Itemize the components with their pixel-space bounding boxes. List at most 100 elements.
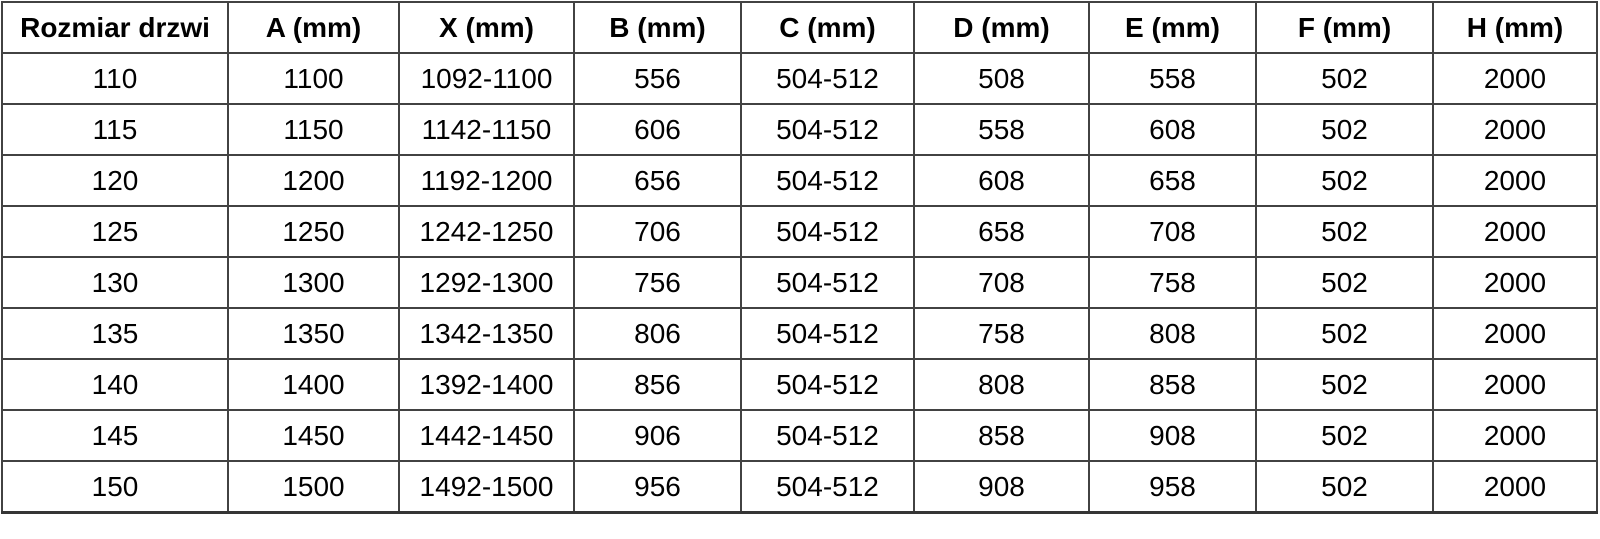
table-cell: 858	[1088, 358, 1257, 411]
door-dimensions-table: Rozmiar drzwi A (mm) X (mm) B (mm) C (mm…	[1, 1, 1598, 514]
table-cell: 656	[573, 154, 742, 207]
table-row: 125 1250 1242-1250 706 504-512 658 708 502 2000	[1, 205, 1598, 258]
table-cell: 858	[913, 409, 1090, 462]
table-cell: 1142-1150	[398, 103, 575, 156]
table-cell: 908	[913, 460, 1090, 514]
table-cell: 1500	[227, 460, 400, 514]
table-cell: 135	[1, 307, 229, 360]
table-cell: 758	[1088, 256, 1257, 309]
column-header-d: D (mm)	[913, 1, 1090, 54]
table-row: 145 1450 1442-1450 906 504-512 858 908 502 2000	[1, 409, 1598, 462]
table-cell: 806	[573, 307, 742, 360]
table-cell: 140	[1, 358, 229, 411]
table-cell: 502	[1255, 409, 1434, 462]
table-row: 120 1200 1192-1200 656 504-512 608 658 502 2000	[1, 154, 1598, 207]
table-cell: 658	[913, 205, 1090, 258]
table-container: Rozmiar drzwi A (mm) X (mm) B (mm) C (mm…	[1, 1, 1598, 514]
table-cell: 502	[1255, 103, 1434, 156]
column-header-e: E (mm)	[1088, 1, 1257, 54]
column-header-x: X (mm)	[398, 1, 575, 54]
table-body: 110 1100 1092-1100 556 504-512 508 558 502 2000 1…	[1, 52, 1598, 514]
table-cell: 1242-1250	[398, 205, 575, 258]
table-cell: 658	[1088, 154, 1257, 207]
table-cell: 2000	[1432, 307, 1598, 360]
table-cell: 558	[913, 103, 1090, 156]
table-row: 140 1400 1392-1400 856 504-512 808 858 502 2000	[1, 358, 1598, 411]
table-cell: 1442-1450	[398, 409, 575, 462]
table-cell: 110	[1, 52, 229, 105]
table-cell: 1150	[227, 103, 400, 156]
column-header-f: F (mm)	[1255, 1, 1434, 54]
table-cell: 2000	[1432, 358, 1598, 411]
table-cell: 906	[573, 409, 742, 462]
table-cell: 1300	[227, 256, 400, 309]
table-cell: 708	[1088, 205, 1257, 258]
table-cell: 1400	[227, 358, 400, 411]
table-cell: 504-512	[740, 103, 915, 156]
table-cell: 145	[1, 409, 229, 462]
table-row: 115 1150 1142-1150 606 504-512 558 608 502 2000	[1, 103, 1598, 156]
table-cell: 2000	[1432, 154, 1598, 207]
table-cell: 504-512	[740, 205, 915, 258]
table-cell: 908	[1088, 409, 1257, 462]
column-header-b: B (mm)	[573, 1, 742, 54]
table-cell: 502	[1255, 52, 1434, 105]
table-cell: 1192-1200	[398, 154, 575, 207]
table-cell: 808	[1088, 307, 1257, 360]
table-cell: 2000	[1432, 52, 1598, 105]
table-cell: 502	[1255, 358, 1434, 411]
table-cell: 115	[1, 103, 229, 156]
table-cell: 956	[573, 460, 742, 514]
column-header-a: A (mm)	[227, 1, 400, 54]
table-cell: 1092-1100	[398, 52, 575, 105]
table-cell: 502	[1255, 307, 1434, 360]
table-row: 135 1350 1342-1350 806 504-512 758 808 502 2000	[1, 307, 1598, 360]
column-header-c: C (mm)	[740, 1, 915, 54]
column-header-rozmiar-drzwi: Rozmiar drzwi	[1, 1, 229, 54]
table-cell: 504-512	[740, 256, 915, 309]
table-cell: 808	[913, 358, 1090, 411]
table-cell: 706	[573, 205, 742, 258]
table-cell: 608	[913, 154, 1090, 207]
table-cell: 758	[913, 307, 1090, 360]
table-cell: 1392-1400	[398, 358, 575, 411]
table-cell: 1342-1350	[398, 307, 575, 360]
table-cell: 2000	[1432, 205, 1598, 258]
table-cell: 504-512	[740, 460, 915, 514]
table-cell: 504-512	[740, 154, 915, 207]
table-cell: 502	[1255, 460, 1434, 514]
table-cell: 1200	[227, 154, 400, 207]
table-cell: 1250	[227, 205, 400, 258]
table-cell: 504-512	[740, 409, 915, 462]
table-cell: 130	[1, 256, 229, 309]
table-cell: 504-512	[740, 307, 915, 360]
table-cell: 150	[1, 460, 229, 514]
table-cell: 2000	[1432, 103, 1598, 156]
column-header-h: H (mm)	[1432, 1, 1598, 54]
header-row: Rozmiar drzwi A (mm) X (mm) B (mm) C (mm…	[1, 1, 1598, 54]
table-cell: 508	[913, 52, 1090, 105]
table-cell: 2000	[1432, 256, 1598, 309]
table-cell: 1492-1500	[398, 460, 575, 514]
table-cell: 2000	[1432, 460, 1598, 514]
table-cell: 1100	[227, 52, 400, 105]
table-cell: 606	[573, 103, 742, 156]
table-cell: 556	[573, 52, 742, 105]
table-cell: 504-512	[740, 358, 915, 411]
table-cell: 504-512	[740, 52, 915, 105]
table-cell: 708	[913, 256, 1090, 309]
table-row: 110 1100 1092-1100 556 504-512 508 558 502 2000	[1, 52, 1598, 105]
table-cell: 1292-1300	[398, 256, 575, 309]
table-cell: 502	[1255, 154, 1434, 207]
table-cell: 756	[573, 256, 742, 309]
table-cell: 608	[1088, 103, 1257, 156]
table-cell: 558	[1088, 52, 1257, 105]
table-cell: 1350	[227, 307, 400, 360]
table-cell: 958	[1088, 460, 1257, 514]
table-row: 130 1300 1292-1300 756 504-512 708 758 502 2000	[1, 256, 1598, 309]
table-cell: 1450	[227, 409, 400, 462]
table-row: 150 1500 1492-1500 956 504-512 908 958 502 2000	[1, 460, 1598, 514]
table-cell: 856	[573, 358, 742, 411]
table-cell: 120	[1, 154, 229, 207]
table-cell: 125	[1, 205, 229, 258]
